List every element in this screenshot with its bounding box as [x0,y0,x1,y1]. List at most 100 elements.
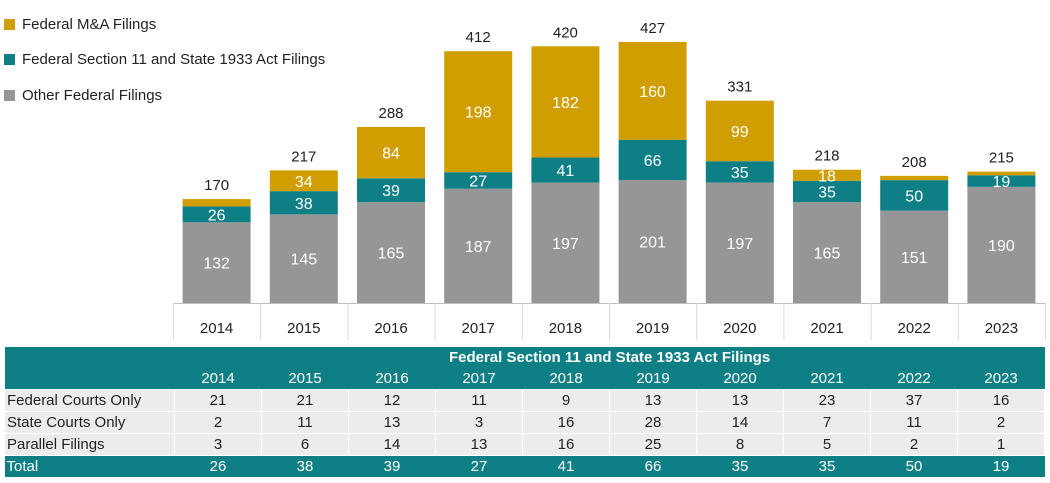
legend-label-other: Other Federal Filings [22,86,163,104]
data-label: 50 [905,188,923,205]
legend-item-other: Other Federal Filings [4,85,325,105]
table-year-header: 2017 [435,368,523,390]
row-label: State Courts Only [4,411,175,434]
data-label: 201 [639,235,666,252]
bar-segment [444,51,513,173]
table-title-spacer [4,347,175,368]
bar-segment [531,46,600,158]
table-row: Federal Courts Only 21 21 12 11 9 13 13 23 37 16 [4,389,1046,412]
table-cell: 14 [348,433,436,456]
table-total-cell: 27 [435,455,523,477]
data-label: 132 [203,256,230,273]
legend-swatch-other [4,89,15,101]
data-label: 35 [731,165,749,182]
table-total-cell: 41 [522,455,610,477]
table-cell: 25 [609,433,697,456]
bar-segment [444,172,513,189]
table-row: State Courts Only 2 11 13 3 16 28 14 7 11 2 [4,411,1046,434]
row-label: Parallel Filings [4,433,175,456]
table-cell: 5 [783,433,871,456]
table-year-header: 2023 [957,368,1045,390]
bar-segment [269,170,338,192]
bar-segment [357,202,425,303]
x-tick-label: 2020 [723,320,756,337]
total-label: 170 [204,177,229,194]
data-label: 197 [552,236,579,253]
table-cell: 16 [522,411,610,434]
legend-item-sec11: Federal Section 11 and State 1933 Act Fi… [4,50,325,70]
data-label: 197 [726,236,753,253]
data-label: 151 [901,250,928,267]
x-tick-label: 2021 [810,320,843,337]
table-cell: 11 [870,411,958,434]
row-label: Federal Courts Only [4,389,175,412]
bar-segment [705,100,774,162]
table-cell: 7 [783,411,871,434]
data-label: 198 [465,105,492,122]
table-year-header: 2021 [783,368,871,390]
table-cell: 11 [261,411,349,434]
table-cell: 13 [609,389,697,412]
table-cell: 23 [783,389,871,412]
bar-segment [793,202,861,303]
total-label: 218 [814,148,839,165]
total-label: 427 [640,20,665,37]
table-year-header: 2022 [870,368,958,390]
x-tick-label: 2014 [200,320,233,337]
table-total-cell: 35 [783,455,871,477]
bar-segment [182,206,251,223]
data-label: 160 [639,84,666,101]
bar-segment [444,188,513,303]
table-cell: 16 [522,433,610,456]
table-cell: 13 [435,433,523,456]
table-title-row: Federal Section 11 and State 1933 Act Fi… [4,347,1045,368]
table-cell: 16 [956,389,1046,412]
x-tick-label: 2023 [985,320,1018,337]
table-cell: 28 [609,411,697,434]
table-cell: 3 [435,411,523,434]
total-label: 412 [466,29,491,46]
table-cell: 13 [348,411,436,434]
bar-segment [269,214,338,303]
data-label: 99 [731,124,749,141]
bar-segment [880,175,949,181]
data-label: 35 [818,184,836,201]
table-cell: 1 [956,433,1046,456]
table-cell: 21 [174,389,262,412]
table-year-header: 2016 [348,368,436,390]
year-row-spacer [4,368,175,390]
table-total-row: Total 26 38 39 27 41 66 35 35 50 19 [4,455,1045,477]
x-tick-label: 2015 [287,320,320,337]
legend-swatch-ma [4,18,15,30]
data-label: 190 [988,238,1015,255]
bar-segment [531,182,600,303]
bar-segment [357,178,425,203]
total-label: 288 [378,105,403,122]
table-cell: 11 [435,389,523,412]
bar-segment [967,171,1036,176]
bar-segment [182,199,251,207]
bar-segment [967,186,1036,303]
table-cell: 6 [261,433,349,456]
stacked-bar-chart: 1322617020141453834217201516539842882016… [173,20,1046,340]
bar-segment [618,180,687,303]
table-cell: 2 [956,411,1046,434]
data-label: 165 [814,246,841,263]
x-tick-label: 2019 [636,320,669,337]
table-cell: 21 [261,389,349,412]
table-year-header: 2018 [522,368,610,390]
total-label: 215 [989,150,1014,167]
table-cell: 37 [870,389,958,412]
data-label: 27 [469,173,487,190]
table-row: Parallel Filings 3 6 14 13 16 25 8 5 2 1 [4,433,1046,456]
bar-segment [618,139,687,181]
x-tick-label: 2017 [462,320,495,337]
table-title: Federal Section 11 and State 1933 Act Fi… [174,347,1045,368]
legend-item-ma: Federal M&A Filings [4,14,325,34]
table-total-cell: 39 [348,455,436,477]
table-total-cell: 50 [870,455,958,477]
x-tick-label: 2016 [374,320,407,337]
total-label: 208 [902,154,927,171]
bar-segment [269,191,338,215]
legend-swatch-sec11 [4,54,15,65]
